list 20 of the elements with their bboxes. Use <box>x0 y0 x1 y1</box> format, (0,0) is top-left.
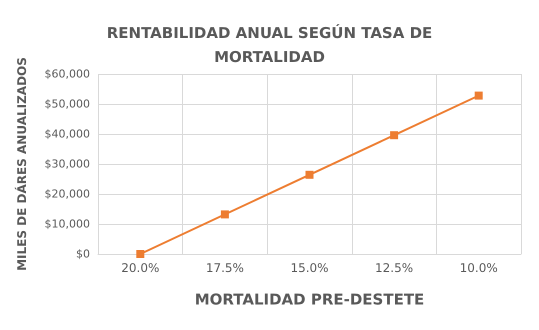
y-tick-label: $50,000 <box>44 98 90 110</box>
point <box>390 131 398 140</box>
y-tick-label: $60,000 <box>44 68 90 80</box>
point <box>474 92 483 100</box>
y-tick-label: $20,000 <box>44 188 90 200</box>
y-tick-label: $40,000 <box>44 128 90 140</box>
point <box>136 250 144 258</box>
x-tick-label: 17.5% <box>206 261 244 275</box>
y-axis-title: MILES DE DÁRES ANUALIZADOS <box>14 57 29 271</box>
y-tick-label: $0 <box>76 248 90 260</box>
x-tick-label: 10.0% <box>460 261 498 275</box>
point <box>220 210 229 218</box>
point <box>306 170 314 179</box>
chart-title: RENTABILIDAD ANUAL SEGÚN TASA DE MORTALIDAD <box>106 24 432 66</box>
y-tick-label: $10,000 <box>44 218 90 230</box>
x-tick-label: 12.5% <box>375 261 414 275</box>
x-tick-label: 15.0% <box>290 261 329 275</box>
x-tick-label: 20.0% <box>121 261 160 275</box>
y-tick-label: $30,000 <box>44 158 90 170</box>
x-axis-title: MORTALIDAD PRE-DESTETE <box>194 290 424 308</box>
